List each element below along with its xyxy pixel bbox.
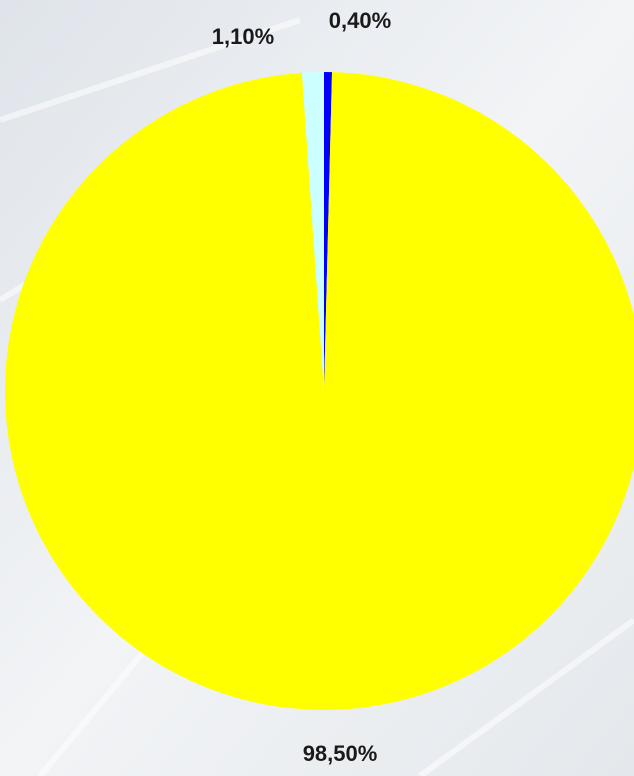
pie-slice bbox=[324, 72, 333, 391]
data-label: 0,40% bbox=[329, 8, 391, 33]
pie-slice bbox=[301, 72, 324, 391]
data-label: 1,10% bbox=[212, 24, 274, 49]
data-label: 98,50% bbox=[303, 741, 378, 766]
pie-slice bbox=[5, 72, 634, 710]
